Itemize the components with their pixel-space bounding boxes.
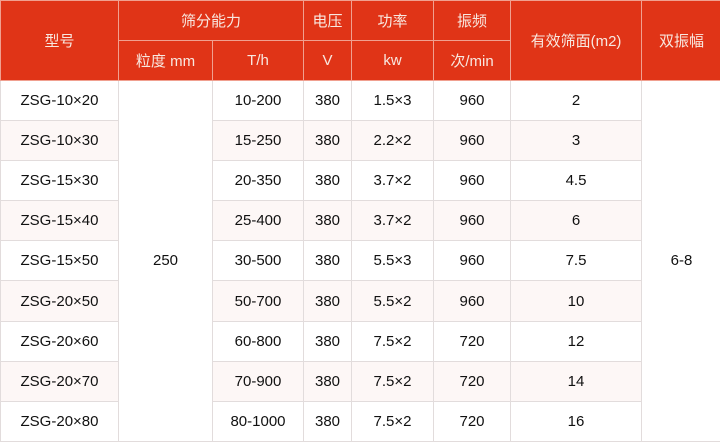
- cell-throughput: 70-900: [213, 361, 304, 401]
- cell-throughput: 60-800: [213, 321, 304, 361]
- cell-frequency: 960: [434, 281, 511, 321]
- cell-frequency: 960: [434, 161, 511, 201]
- cell-voltage: 380: [304, 321, 352, 361]
- cell-area: 3: [511, 121, 642, 161]
- cell-area: 2: [511, 81, 642, 121]
- cell-throughput: 10-200: [213, 81, 304, 121]
- cell-throughput: 50-700: [213, 281, 304, 321]
- cell-area: 14: [511, 361, 642, 401]
- cell-granularity: 250: [119, 81, 213, 442]
- cell-area: 10: [511, 281, 642, 321]
- cell-frequency: 720: [434, 361, 511, 401]
- cell-area: 7.5: [511, 241, 642, 281]
- cell-voltage: 380: [304, 401, 352, 441]
- header-area: 有效筛面(m2): [511, 1, 642, 81]
- cell-model: ZSG-10×30: [1, 121, 119, 161]
- header-frequency: 振频: [434, 1, 511, 41]
- header-model: 型号: [1, 1, 119, 81]
- cell-power: 5.5×3: [352, 241, 434, 281]
- header-voltage: 电压: [304, 1, 352, 41]
- cell-frequency: 720: [434, 401, 511, 441]
- cell-power: 1.5×3: [352, 81, 434, 121]
- cell-area: 6: [511, 201, 642, 241]
- cell-area: 16: [511, 401, 642, 441]
- header-frequency-unit: 次/min: [434, 41, 511, 81]
- cell-throughput: 15-250: [213, 121, 304, 161]
- cell-power: 7.5×2: [352, 361, 434, 401]
- header-capacity: 筛分能力: [119, 1, 304, 41]
- cell-voltage: 380: [304, 201, 352, 241]
- cell-model: ZSG-20×70: [1, 361, 119, 401]
- cell-voltage: 380: [304, 121, 352, 161]
- cell-voltage: 380: [304, 361, 352, 401]
- cell-power: 7.5×2: [352, 321, 434, 361]
- cell-power: 3.7×2: [352, 201, 434, 241]
- cell-area: 4.5: [511, 161, 642, 201]
- header-granularity-unit: 粒度 mm: [119, 41, 213, 81]
- cell-voltage: 380: [304, 161, 352, 201]
- cell-model: ZSG-15×50: [1, 241, 119, 281]
- cell-model: ZSG-20×50: [1, 281, 119, 321]
- cell-power: 5.5×2: [352, 281, 434, 321]
- cell-model: ZSG-10×20: [1, 81, 119, 121]
- cell-power: 7.5×2: [352, 401, 434, 441]
- cell-power: 3.7×2: [352, 161, 434, 201]
- cell-model: ZSG-20×80: [1, 401, 119, 441]
- cell-frequency: 960: [434, 121, 511, 161]
- cell-throughput: 30-500: [213, 241, 304, 281]
- cell-frequency: 960: [434, 201, 511, 241]
- cell-area: 12: [511, 321, 642, 361]
- cell-frequency: 960: [434, 81, 511, 121]
- cell-model: ZSG-15×40: [1, 201, 119, 241]
- header-power: 功率: [352, 1, 434, 41]
- cell-voltage: 380: [304, 81, 352, 121]
- header-throughput-unit: T/h: [213, 41, 304, 81]
- cell-model: ZSG-20×60: [1, 321, 119, 361]
- cell-throughput: 80-1000: [213, 401, 304, 441]
- cell-amplitude: 6-8: [642, 81, 720, 442]
- cell-model: ZSG-15×30: [1, 161, 119, 201]
- header-amplitude: 双振幅: [642, 1, 720, 81]
- cell-frequency: 960: [434, 241, 511, 281]
- cell-throughput: 20-350: [213, 161, 304, 201]
- cell-voltage: 380: [304, 281, 352, 321]
- cell-voltage: 380: [304, 241, 352, 281]
- cell-power: 2.2×2: [352, 121, 434, 161]
- header-power-unit: kw: [352, 41, 434, 81]
- cell-frequency: 720: [434, 321, 511, 361]
- cell-throughput: 25-400: [213, 201, 304, 241]
- header-voltage-unit: V: [304, 41, 352, 81]
